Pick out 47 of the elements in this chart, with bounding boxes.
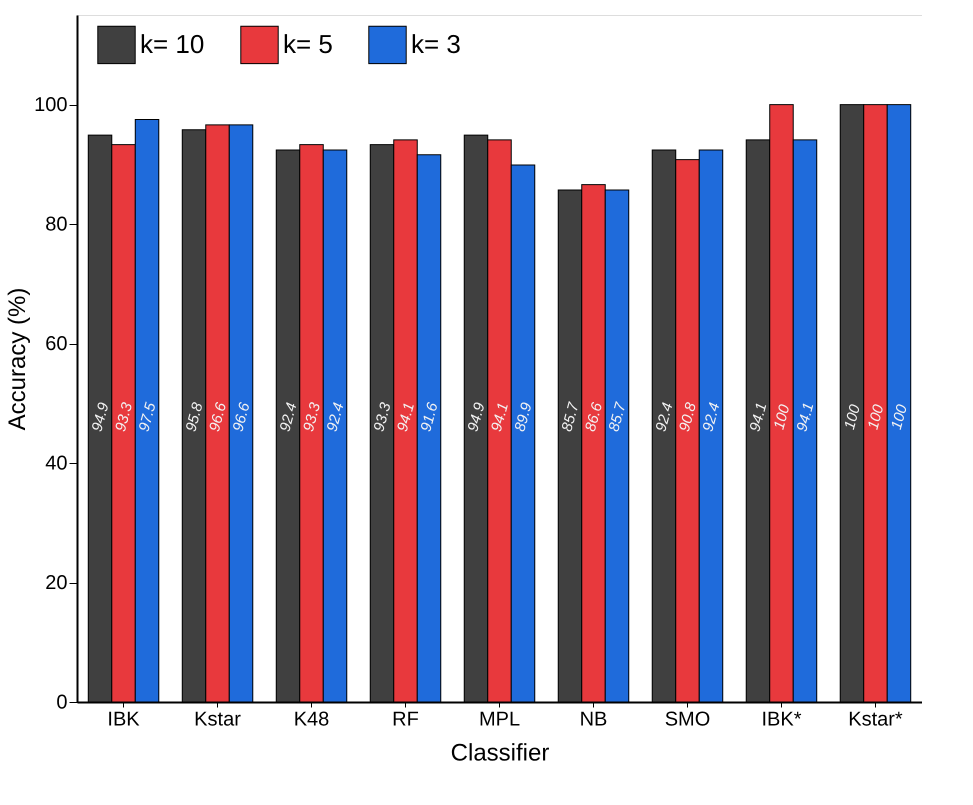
data-label: 91.6 <box>418 400 442 434</box>
legend-label: k= 5 <box>283 28 333 59</box>
data-label: 96.6 <box>230 400 254 434</box>
data-label: 93.3 <box>300 400 324 434</box>
x-tick-label: IBK <box>107 708 140 730</box>
data-label: 92.4 <box>324 400 348 434</box>
x-tick-label: RF <box>392 708 419 730</box>
x-tick-label: NB <box>580 708 608 730</box>
data-label: 100 <box>841 402 864 432</box>
data-label: 94.1 <box>746 400 770 434</box>
data-label: 90.8 <box>676 400 700 434</box>
data-label: 92.4 <box>699 400 724 434</box>
y-tick-label: 0 <box>56 692 68 714</box>
data-label: 93.3 <box>112 400 136 434</box>
data-label: 100 <box>864 402 888 432</box>
x-axis-title: Classifier <box>450 740 550 766</box>
data-label: 94.1 <box>394 400 418 434</box>
y-tick-label: 40 <box>45 452 68 475</box>
data-label: 97.5 <box>136 400 160 434</box>
y-axis-title: Accuracy (%) <box>4 288 32 430</box>
x-tick-label: SMO <box>664 708 710 730</box>
data-label: 92.4 <box>276 400 300 434</box>
data-label: 85.7 <box>558 400 583 434</box>
data-label: 94.1 <box>793 400 818 434</box>
data-label: 100 <box>770 402 794 432</box>
data-label: 95.8 <box>182 400 207 434</box>
y-tick-label: 100 <box>34 94 68 116</box>
data-label: 89.9 <box>511 400 536 434</box>
x-tick-label: K48 <box>294 708 330 730</box>
legend-label: k= 10 <box>140 28 204 59</box>
data-label: 100 <box>888 402 912 432</box>
x-tick-label: MPL <box>478 708 520 730</box>
x-tick-label: Kstar <box>194 708 242 730</box>
data-label: 96.6 <box>206 400 230 434</box>
y-tick-label: 60 <box>45 333 68 356</box>
legend-label: k= 3 <box>411 28 461 59</box>
y-tick-label: 20 <box>45 572 68 594</box>
y-tick-label: 80 <box>45 214 68 236</box>
x-tick-label: IBK* <box>761 708 802 730</box>
data-label: 86.6 <box>582 400 606 434</box>
x-tick-label: Kstar* <box>848 708 903 730</box>
data-label: 85.7 <box>605 400 630 434</box>
data-label: 94.9 <box>88 400 113 434</box>
data-label: 93.3 <box>370 400 395 434</box>
data-label: 94.9 <box>464 400 489 434</box>
data-label: 94.1 <box>488 400 512 434</box>
data-label: 92.4 <box>652 400 676 434</box>
